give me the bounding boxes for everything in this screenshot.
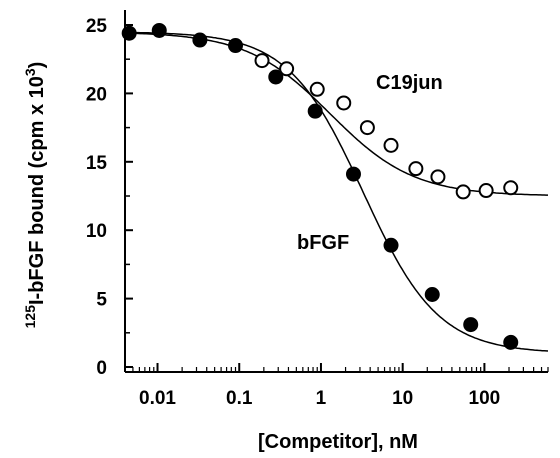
y-tick-label: 15 (86, 153, 108, 174)
x-axis-title: [Competitor], nM (258, 431, 418, 453)
data-point-c19jun (336, 95, 352, 111)
y-axis-title-suffix: ) (26, 62, 48, 69)
data-point-bfgf (121, 25, 137, 41)
y-axis-title: 125I-bFGF bound (cpm x 103) (22, 62, 48, 329)
y-tick-label: 0 (96, 358, 107, 379)
data-point-bfgf (463, 317, 479, 333)
data-point-c19jun (408, 161, 424, 177)
data-point-c19jun (309, 81, 325, 97)
data-point-c19jun (503, 180, 519, 196)
y-axis-title-main: I-bFGF bound (cpm x 10 (26, 76, 48, 305)
data-point-c19jun (430, 169, 446, 185)
x-tick-label: 1 (316, 388, 327, 409)
fit-curve-c19jun (124, 32, 548, 196)
data-point-c19jun (254, 53, 270, 69)
data-point-bfgf (503, 334, 519, 350)
y-axis-title-superscript-3: 3 (22, 68, 38, 76)
data-point-bfgf (192, 32, 208, 48)
y-tick-label: 20 (86, 84, 107, 105)
data-point-c19jun (383, 137, 399, 153)
y-axis-ticks: 0 5 10 15 20 25 (86, 16, 133, 379)
x-tick-label: 10 (392, 388, 413, 409)
data-point-c19jun (455, 184, 471, 200)
data-point-bfgf (268, 69, 284, 85)
y-tick-label: 10 (86, 221, 107, 242)
data-point-bfgf (383, 237, 399, 253)
y-tick-label: 5 (96, 290, 107, 311)
x-axis-ticks: 0.01 0.1 1 10 100 (124, 363, 549, 409)
x-tick-label: 0.01 (139, 388, 176, 409)
plot-area: 0 5 10 15 20 25 0.01 0.1 1 10 100 (86, 10, 549, 409)
data-point-bfgf (228, 38, 244, 54)
data-point-c19jun (359, 120, 375, 136)
data-markers (121, 22, 519, 350)
series-label-c19jun: C19jun (376, 72, 443, 94)
data-point-bfgf (307, 103, 323, 119)
data-point-bfgf (345, 166, 361, 182)
y-tick-label: 25 (86, 16, 108, 37)
data-point-c19jun (279, 61, 295, 77)
x-tick-label: 100 (469, 388, 501, 409)
x-tick-label: 0.1 (226, 388, 253, 409)
series-label-bfgf: bFGF (297, 232, 349, 254)
data-point-bfgf (151, 22, 167, 38)
data-point-c19jun (478, 183, 494, 199)
y-axis-title-superscript-125: 125 (22, 305, 38, 329)
data-point-bfgf (424, 286, 440, 302)
